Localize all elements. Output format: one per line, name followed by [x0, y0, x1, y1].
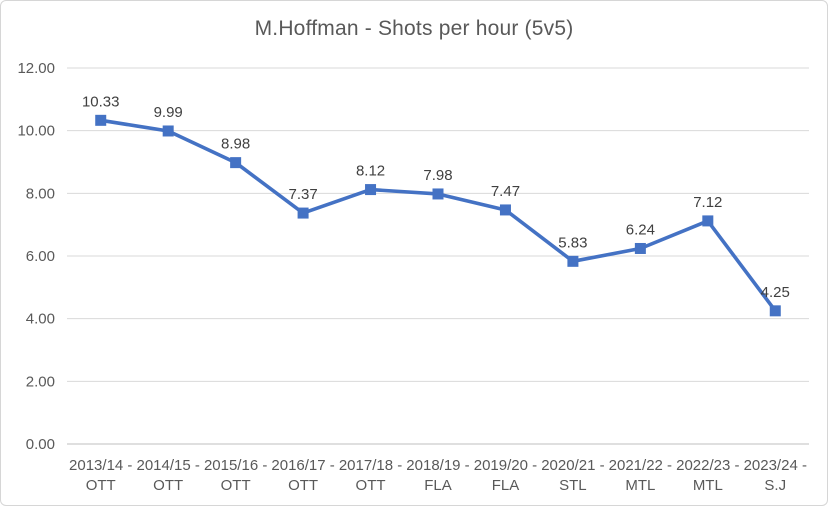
- x-axis-tick-label-team: OTT: [153, 477, 183, 494]
- data-point-label: 5.83: [558, 234, 587, 251]
- data-point-marker: [230, 157, 242, 169]
- data-point-marker: [567, 255, 579, 267]
- y-axis-tick-label: 0.00: [26, 436, 55, 453]
- y-axis-tick-label: 2.00: [26, 373, 55, 390]
- x-axis-tick-label-season: 2016/17 -: [271, 457, 334, 474]
- y-axis-tick-label: 12.00: [17, 60, 55, 77]
- data-point-marker: [634, 242, 646, 254]
- x-axis-tick-label-team: OTT: [288, 477, 318, 494]
- x-axis-tick-label-team: OTT: [356, 477, 386, 494]
- x-axis-tick-label-season: 2023/24 -: [744, 457, 807, 474]
- x-axis-tick-label-season: 2020/21 -: [541, 457, 604, 474]
- x-axis-tick-label-team: OTT: [86, 477, 116, 494]
- x-axis-tick-label-team: FLA: [492, 477, 520, 494]
- data-point-label: 7.47: [491, 183, 520, 200]
- data-point-marker: [162, 125, 174, 137]
- x-axis-tick-label-season: 2018/19 -: [406, 457, 469, 474]
- x-axis-tick-label-season: 2021/22 -: [609, 457, 672, 474]
- x-axis-tick-label-season: 2017/18 -: [339, 457, 402, 474]
- data-point-marker: [432, 188, 444, 200]
- data-point-label: 8.12: [356, 163, 385, 180]
- data-point-marker: [769, 305, 781, 317]
- data-point-label: 7.98: [423, 167, 452, 184]
- data-point-label: 4.25: [761, 284, 790, 301]
- x-axis-tick-label-season: 2015/16 -: [204, 457, 267, 474]
- x-axis-tick-label-season: 2013/14 -: [69, 457, 132, 474]
- data-point-label: 7.12: [693, 194, 722, 211]
- x-axis-tick-label-team: OTT: [221, 477, 251, 494]
- y-axis-tick-label: 6.00: [26, 248, 55, 265]
- data-point-marker: [499, 204, 511, 216]
- x-axis-tick-label-team: MTL: [693, 477, 723, 494]
- data-point-marker: [702, 215, 714, 227]
- data-point-marker: [365, 184, 377, 196]
- series-line: [100, 118, 777, 312]
- x-axis-tick-label-team: S.J: [764, 477, 786, 494]
- x-axis-tick-label-team: STL: [559, 477, 587, 494]
- y-axis-tick-label: 4.00: [26, 311, 55, 328]
- data-point-label: 10.33: [82, 93, 120, 110]
- data-point-label: 8.98: [221, 136, 250, 153]
- data-point-marker: [95, 114, 107, 126]
- data-point-label: 6.24: [626, 221, 655, 238]
- data-point-label: 9.99: [154, 104, 183, 121]
- x-axis-tick-label-season: 2019/20 -: [474, 457, 537, 474]
- y-axis-tick-label: 8.00: [26, 185, 55, 202]
- data-point-marker: [297, 207, 309, 219]
- x-axis-tick-label-team: FLA: [424, 477, 452, 494]
- y-axis-tick-label: 10.00: [17, 123, 55, 140]
- data-point-label: 7.37: [288, 186, 317, 203]
- x-axis-tick-label-season: 2022/23 -: [676, 457, 739, 474]
- x-axis-tick-label-season: 2014/15 -: [136, 457, 199, 474]
- x-axis-tick-label-team: MTL: [625, 477, 655, 494]
